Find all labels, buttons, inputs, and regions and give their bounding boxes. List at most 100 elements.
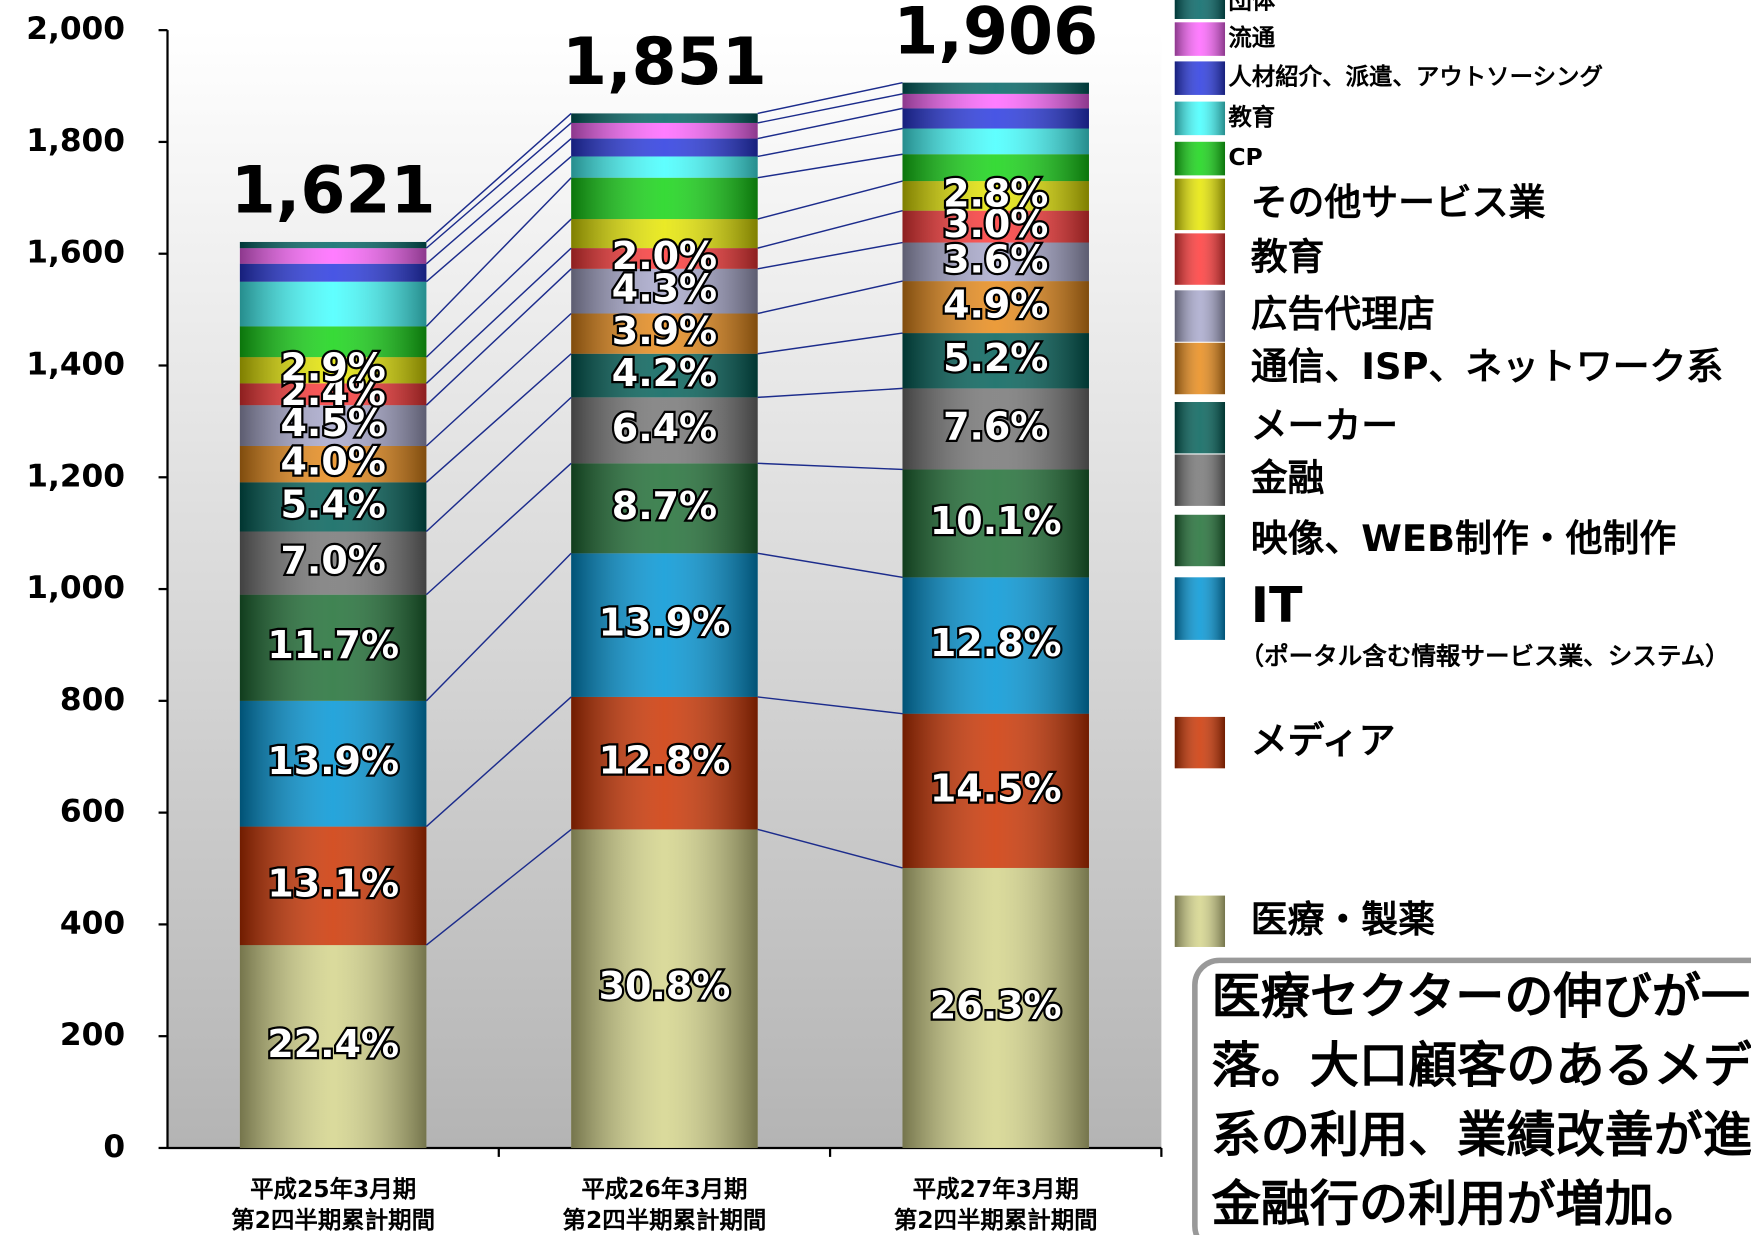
legend-label: その他サービス業: [1251, 181, 1546, 224]
legend-shading: [1174, 101, 1226, 136]
legend-shading: [1174, 141, 1226, 176]
connector: [757, 696, 903, 715]
y-tick-label: 1,400: [26, 346, 125, 382]
connector: [425, 112, 572, 243]
y-tick-label: 1,800: [26, 123, 125, 159]
y-tick-label: 0: [103, 1129, 125, 1165]
data-label: 2.9%: [281, 346, 386, 390]
legend-label: 教育: [1251, 236, 1325, 279]
legend-shading: [1174, 402, 1226, 454]
connector: [757, 280, 903, 315]
total-label: 1,621: [231, 154, 436, 229]
total-label: 1,851: [562, 25, 767, 100]
connector: [425, 696, 572, 828]
y-tick-label: 200: [60, 1017, 125, 1053]
y-tick-label: 2,000: [26, 11, 125, 47]
annotation-line: 金融行の利用が増加。: [1212, 1175, 1703, 1233]
data-label: 26.3%: [930, 983, 1062, 1027]
legend-shading: [1174, 514, 1226, 567]
data-label: 7.6%: [943, 404, 1048, 448]
data-label: 3.6%: [943, 237, 1048, 281]
connector: [757, 209, 903, 249]
legend-label: CP: [1228, 143, 1262, 171]
x-tick-label: 第2四半期累計期間: [563, 1206, 767, 1234]
connector: [425, 353, 572, 483]
legend-shading: [1174, 61, 1226, 95]
data-label: 12.8%: [599, 739, 731, 783]
y-tick-label: 800: [60, 682, 125, 718]
connector: [757, 107, 903, 140]
legend-label: 映像、WEB制作・他制作: [1251, 517, 1677, 560]
connector: [425, 312, 572, 447]
data-label: 7.0%: [281, 539, 386, 583]
x-tick-label: 平成27年3月期: [913, 1175, 1079, 1203]
total-label: 1,906: [893, 0, 1098, 69]
data-label: 4.3%: [612, 267, 717, 311]
data-label: 2.8%: [943, 171, 1048, 215]
data-label: 5.4%: [281, 482, 386, 526]
legend-note: （ポータル含む情報サービス業、システム）: [1240, 642, 1730, 671]
data-label: 2.0%: [612, 234, 717, 278]
bar-shading: [571, 113, 758, 1148]
data-label: 13.9%: [599, 601, 731, 645]
legend-label: 教育: [1228, 103, 1275, 131]
data-label: 4.0%: [281, 440, 386, 484]
data-label: 5.2%: [943, 336, 1048, 380]
legend-label: 人材紹介、派遣、アウトソーシング: [1228, 63, 1603, 91]
legend-label: 通信、ISP、ネットワーク系: [1251, 345, 1724, 388]
data-label: 2.4%: [281, 370, 386, 414]
legend-shading: [1174, 716, 1226, 769]
x-tick-label: 平成26年3月期: [581, 1175, 747, 1203]
connector: [757, 93, 903, 124]
connector: [757, 127, 903, 158]
data-label: 22.4%: [267, 1022, 399, 1066]
connector: [757, 241, 903, 270]
connector: [425, 218, 572, 358]
data-label: 4.5%: [281, 401, 386, 445]
data-label: 4.9%: [943, 283, 1048, 327]
data-label: 10.1%: [930, 499, 1062, 543]
legend-shading: [1174, 454, 1226, 506]
data-label: 11.7%: [267, 623, 399, 667]
legend-shading: [1174, 577, 1226, 640]
y-tick-label: 1,000: [26, 570, 125, 606]
data-label: 12.8%: [930, 621, 1062, 665]
y-tick-label: 400: [60, 905, 125, 941]
connector: [425, 155, 572, 283]
legend-shading: [1174, 290, 1226, 342]
data-label: 3.9%: [612, 309, 717, 353]
connector: [425, 268, 572, 406]
connector: [757, 828, 903, 869]
data-label: 6.4%: [612, 406, 717, 450]
connector: [757, 462, 903, 471]
legend-label: 医療・製薬: [1251, 898, 1435, 941]
connector: [757, 387, 903, 399]
legend-shading: [1174, 0, 1226, 19]
y-tick-label: 1,600: [26, 235, 125, 271]
data-label: 13.9%: [267, 739, 399, 783]
legend-label: IT: [1251, 576, 1303, 634]
annotation-line: 医療セクターの伸びが一: [1212, 967, 1750, 1025]
connector: [757, 332, 903, 355]
connector: [757, 180, 903, 220]
connector: [425, 122, 572, 249]
legend-label: メーカー: [1251, 404, 1398, 447]
connector: [757, 81, 903, 115]
annotation-line: 落。大口顧客のあるメデ: [1212, 1036, 1751, 1094]
legend-shading: [1174, 895, 1226, 947]
data-label: 14.5%: [930, 766, 1062, 810]
x-tick-label: 第2四半期累計期間: [231, 1206, 435, 1234]
data-label: 3.0%: [943, 202, 1048, 246]
connector: [757, 552, 903, 579]
y-tick-label: 1,200: [26, 458, 125, 494]
connector: [425, 828, 572, 946]
data-label: 30.8%: [599, 964, 731, 1008]
legend-shading: [1174, 233, 1226, 285]
y-tick-label: 600: [60, 794, 125, 830]
x-tick-label: 第2四半期累計期間: [894, 1206, 1098, 1234]
legend-label: メディア: [1251, 719, 1396, 762]
legend-shading: [1174, 342, 1226, 395]
x-tick-label: 平成25年3月期: [250, 1175, 416, 1203]
data-label: 8.7%: [612, 484, 717, 528]
